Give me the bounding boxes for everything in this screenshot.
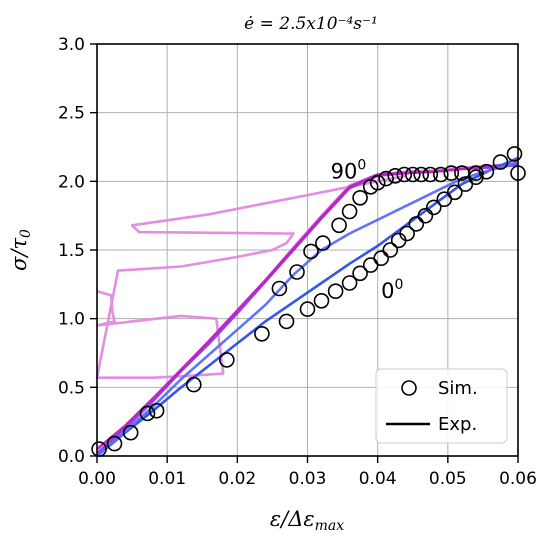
sim-marker bbox=[148, 402, 165, 419]
sim-marker bbox=[271, 280, 288, 297]
annotation-label: 900 bbox=[331, 158, 367, 184]
sim-marker bbox=[373, 250, 390, 267]
sim-marker bbox=[468, 165, 484, 181]
x-tick-label: 0.01 bbox=[148, 469, 186, 489]
y-axis-title: σ/τ0 bbox=[7, 229, 34, 271]
sim-marker bbox=[378, 170, 394, 187]
x-tick-label: 0.00 bbox=[78, 469, 116, 489]
legend: Sim. Exp. bbox=[375, 368, 508, 444]
y-tick-label: 1.0 bbox=[58, 310, 85, 330]
sim-marker bbox=[382, 242, 399, 258]
x-axis-title: ε/Δεmax bbox=[270, 507, 344, 534]
sim-marker bbox=[341, 275, 358, 291]
sim-marker bbox=[404, 166, 421, 183]
sim-marker bbox=[387, 168, 404, 184]
sim-marker bbox=[478, 163, 495, 180]
x-tick-label: 0.03 bbox=[289, 469, 327, 489]
y-tick-label: 0.5 bbox=[58, 378, 85, 398]
sim-marker bbox=[362, 257, 379, 273]
sim-marker bbox=[413, 166, 430, 183]
sim-marker bbox=[446, 184, 463, 201]
sim-marker bbox=[399, 225, 415, 242]
ticks: 0.00 0.01 0.02 0.03 0.04 0.05 0.06 0.0 0.5 1.0 1.5… bbox=[58, 35, 537, 489]
sim-marker bbox=[219, 352, 235, 368]
x-tick-label: 0.02 bbox=[218, 469, 256, 489]
x-tick-label: 0.04 bbox=[359, 469, 397, 489]
sim-marker bbox=[186, 376, 202, 393]
y-tick-label: 1.5 bbox=[58, 241, 85, 261]
annotations: 900 00 bbox=[331, 158, 404, 303]
sim-marker bbox=[506, 146, 523, 162]
sim-marker bbox=[352, 190, 368, 206]
y-tick-label: 0.0 bbox=[58, 447, 85, 467]
sim-marker bbox=[289, 264, 305, 280]
sim-marker bbox=[313, 292, 330, 309]
sim-marker bbox=[443, 165, 460, 181]
sim-marker bbox=[331, 217, 347, 234]
sim-marker bbox=[278, 313, 295, 330]
sim-marker bbox=[299, 301, 316, 317]
exp-series-line-3 bbox=[96, 162, 519, 451]
sim-marker bbox=[254, 325, 270, 342]
sim-marker bbox=[396, 166, 413, 183]
chart-title: ė = 2.5x10⁻⁴s⁻¹ bbox=[244, 14, 378, 34]
sim-marker bbox=[422, 166, 439, 183]
sim-marker bbox=[352, 265, 368, 282]
sim-marker bbox=[327, 283, 344, 300]
sim-marker bbox=[432, 166, 449, 183]
exp-series-line-1 bbox=[95, 174, 406, 379]
legend-sim-label: Sim. bbox=[438, 378, 478, 399]
exp-series-line-5 bbox=[96, 160, 519, 457]
x-tick-label: 0.06 bbox=[499, 469, 537, 489]
y-tick-label: 2.0 bbox=[58, 172, 85, 192]
sim-marker bbox=[106, 435, 123, 452]
sim-marker bbox=[341, 203, 358, 220]
annotation-label: 00 bbox=[381, 277, 403, 303]
sim-marker bbox=[122, 424, 139, 441]
sim-marker bbox=[425, 199, 442, 216]
plot-area bbox=[91, 146, 526, 458]
sim-marker bbox=[369, 174, 386, 191]
sim-marker bbox=[417, 207, 434, 224]
y-tick-label: 2.5 bbox=[58, 104, 85, 124]
sim-marker bbox=[408, 216, 425, 232]
sim-marker bbox=[139, 405, 156, 422]
sim-marker bbox=[315, 235, 331, 251]
y-tick-label: 3.0 bbox=[58, 35, 85, 55]
sim-marker bbox=[492, 154, 509, 170]
legend-sim-marker bbox=[401, 380, 417, 396]
legend-exp-label: Exp. bbox=[438, 414, 477, 435]
sim-marker bbox=[303, 243, 319, 260]
x-tick-label: 0.05 bbox=[429, 469, 467, 489]
